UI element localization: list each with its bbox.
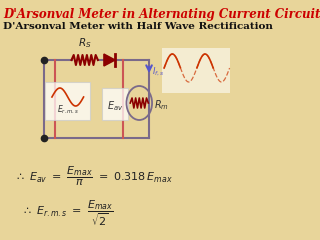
FancyBboxPatch shape xyxy=(102,88,128,120)
Text: D'Arsonval Meter in Alternating Current Circuits: D'Arsonval Meter in Alternating Current … xyxy=(3,8,320,21)
Text: $R_S$: $R_S$ xyxy=(77,36,91,50)
Text: $E_{r.m.s}$: $E_{r.m.s}$ xyxy=(57,103,79,116)
Text: $\therefore\ E_{r.m.s}\ =\ \dfrac{E_{max}}{\sqrt{2}}$: $\therefore\ E_{r.m.s}\ =\ \dfrac{E_{max… xyxy=(21,198,114,228)
Text: D'Arsonval Meter with Half Wave Rectification: D'Arsonval Meter with Half Wave Rectific… xyxy=(3,22,273,31)
FancyBboxPatch shape xyxy=(45,82,90,120)
Text: $R_m$: $R_m$ xyxy=(154,98,169,112)
Polygon shape xyxy=(104,54,115,66)
Text: $I_{f,s}$: $I_{f,s}$ xyxy=(152,66,164,78)
Text: $\therefore\ E_{av}\ =\ \dfrac{E_{max}}{\pi}\ =\ 0.318\,E_{max}$: $\therefore\ E_{av}\ =\ \dfrac{E_{max}}{… xyxy=(13,165,172,188)
FancyBboxPatch shape xyxy=(162,48,230,93)
Text: $E_{av}$: $E_{av}$ xyxy=(107,99,123,113)
